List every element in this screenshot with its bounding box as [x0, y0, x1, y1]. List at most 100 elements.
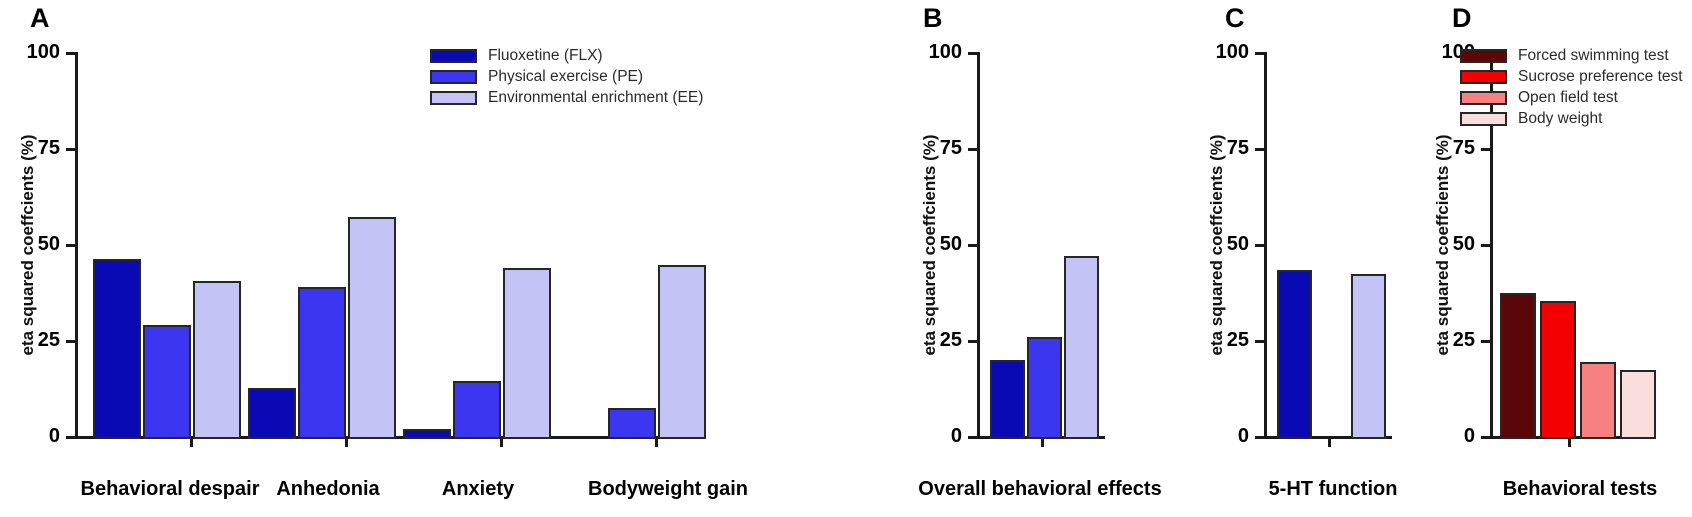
panel-d-y-tick [1481, 244, 1490, 247]
panel-c-y-tick-label: 100 [1215, 41, 1249, 63]
legend-item-pe: Physical exercise (PE) [430, 67, 703, 86]
bar-flx-anhedonia [248, 388, 296, 439]
legend-item-sucrose-preference-test: Sucrose preference test [1460, 67, 1683, 86]
legend-swatch-body-weight [1460, 111, 1507, 126]
panel-b-letter: B [923, 3, 943, 33]
bar-sucrose-preference-test [1540, 301, 1576, 439]
panel-a-y-tick [66, 340, 75, 343]
panel-d-legend: Forced swimming test Sucrose preference … [1460, 46, 1683, 130]
panel-c-y-tick [1255, 148, 1264, 151]
panel-c-y-axis-line [1264, 52, 1267, 439]
bar-open-field-test [1580, 362, 1616, 439]
panel-d-y-axis-line [1490, 52, 1493, 439]
panel-c-y-tick-label: 25 [1226, 329, 1249, 351]
legend-swatch-open-field-test [1460, 90, 1507, 105]
panel-a-y-tick [66, 148, 75, 151]
panel-d-y-tick-label: 75 [1452, 137, 1475, 159]
panel-b-y-tick-label: 25 [939, 329, 962, 351]
panel-c-y-tick-label: 75 [1226, 137, 1249, 159]
legend-label-pe: Physical exercise (PE) [488, 67, 644, 85]
legend-item-flx: Fluoxetine (FLX) [430, 46, 703, 65]
legend-label-sucrose-preference-test: Sucrose preference test [1518, 67, 1683, 85]
legend-item-body-weight: Body weight [1460, 109, 1683, 128]
bar-ee-5ht-function [1351, 274, 1386, 439]
bar-forced-swimming-test [1500, 293, 1536, 439]
panel-b-x-label: Overall behavioral effects [918, 478, 1162, 500]
panel-a-letter: A [30, 3, 50, 33]
legend-swatch-sucrose-preference-test [1460, 69, 1507, 84]
panel-c-y-tick [1255, 340, 1264, 343]
legend-label-ee: Environmental enrichment (EE) [488, 88, 704, 106]
bar-ee-overall-behavioral-effects [1064, 256, 1099, 439]
panel-a-legend: Fluoxetine (FLX) Physical exercise (PE) … [430, 46, 703, 109]
panel-c-x-axis-line [1264, 436, 1392, 439]
bar-ee-anhedonia [348, 217, 396, 439]
bar-pe-behavioral-despair [143, 325, 191, 439]
panel-a-y-tick-label: 100 [26, 41, 60, 63]
panel-a-y-tick-label: 25 [37, 329, 60, 351]
bar-ee-anxiety [503, 268, 551, 439]
bar-ee-behavioral-despair [193, 281, 241, 439]
panel-a-x-tick [345, 439, 348, 447]
panel-d-y-tick [1481, 340, 1490, 343]
panel-a-y-tick-label: 75 [37, 137, 60, 159]
panel-c: C eta squared coeffcients (%) 100 75 50 … [1185, 0, 1455, 517]
bar-pe-anxiety [453, 381, 501, 439]
bar-pe-anhedonia [298, 287, 346, 439]
bar-body-weight [1620, 370, 1656, 439]
panel-b-y-axis-line [977, 52, 980, 439]
panel-b-y-tick [968, 436, 977, 439]
panel-c-x-tick [1328, 439, 1331, 447]
legend-swatch-pe [430, 69, 477, 84]
panel-d-y-tick-label: 0 [1463, 425, 1475, 447]
bar-flx-anxiety [403, 429, 451, 439]
panel-b-y-tick-label: 0 [950, 425, 962, 447]
bar-pe-bodyweight-gain [608, 408, 656, 439]
legend-item-open-field-test: Open field test [1460, 88, 1683, 107]
legend-swatch-forced-swimming-test [1460, 48, 1507, 63]
legend-label-body-weight: Body weight [1518, 109, 1603, 127]
panel-a-x-label-anhedonia: Anhedonia [276, 478, 380, 500]
panel-a-x-tick [500, 439, 503, 447]
panel-a-x-label-bodyweight-gain: Bodyweight gain [588, 478, 748, 500]
legend-label-open-field-test: Open field test [1518, 88, 1618, 106]
bar-flx-overall-behavioral-effects [990, 360, 1025, 439]
panel-a-y-tick [66, 436, 75, 439]
panel-d-x-label: Behavioral tests [1502, 478, 1658, 500]
panel-c-letter: C [1225, 3, 1245, 33]
panel-b-y-tick-label: 75 [939, 137, 962, 159]
panel-a-x-tick [190, 439, 193, 447]
panel-c-y-tick [1255, 52, 1264, 55]
panel-d-y-tick [1481, 436, 1490, 439]
panel-c-y-tick-label: 50 [1226, 233, 1249, 255]
bar-flx-5ht-function [1277, 270, 1312, 439]
panel-b: B eta squared coeffcients (%) 100 75 50 … [905, 0, 1175, 517]
panel-d-x-tick [1568, 439, 1571, 447]
panel-b-y-tick [968, 340, 977, 343]
panel-a-y-tick-label: 50 [37, 233, 60, 255]
panel-c-y-tick [1255, 436, 1264, 439]
legend-item-ee: Environmental enrichment (EE) [430, 88, 703, 107]
panel-c-y-tick-label: 0 [1237, 425, 1249, 447]
panel-b-y-tick-label: 50 [939, 233, 962, 255]
panel-d-letter: D [1452, 3, 1472, 33]
panel-a-y-tick [66, 244, 75, 247]
panel-c-x-label: 5-HT function [1268, 478, 1398, 500]
panel-a-x-tick [655, 439, 658, 447]
bar-ee-bodyweight-gain [658, 265, 706, 439]
bar-flx-behavioral-despair [93, 259, 141, 439]
legend-label-flx: Fluoxetine (FLX) [488, 46, 603, 64]
panel-d-y-tick-label: 50 [1452, 233, 1475, 255]
legend-swatch-ee [430, 90, 477, 105]
panel-a-y-tick-label: 0 [48, 425, 60, 447]
panel-a-y-axis-line [75, 52, 78, 439]
panel-b-y-tick [968, 244, 977, 247]
legend-swatch-flx [430, 48, 477, 63]
panel-b-y-tick [968, 52, 977, 55]
panel-d: D eta squared coeffcients (%) 100 75 50 … [1400, 0, 1692, 517]
panel-c-y-tick [1255, 244, 1264, 247]
panel-a-x-label-behavioral-despair: Behavioral despair [80, 478, 260, 500]
panel-a-y-tick [66, 52, 75, 55]
panel-d-y-tick-label: 25 [1452, 329, 1475, 351]
